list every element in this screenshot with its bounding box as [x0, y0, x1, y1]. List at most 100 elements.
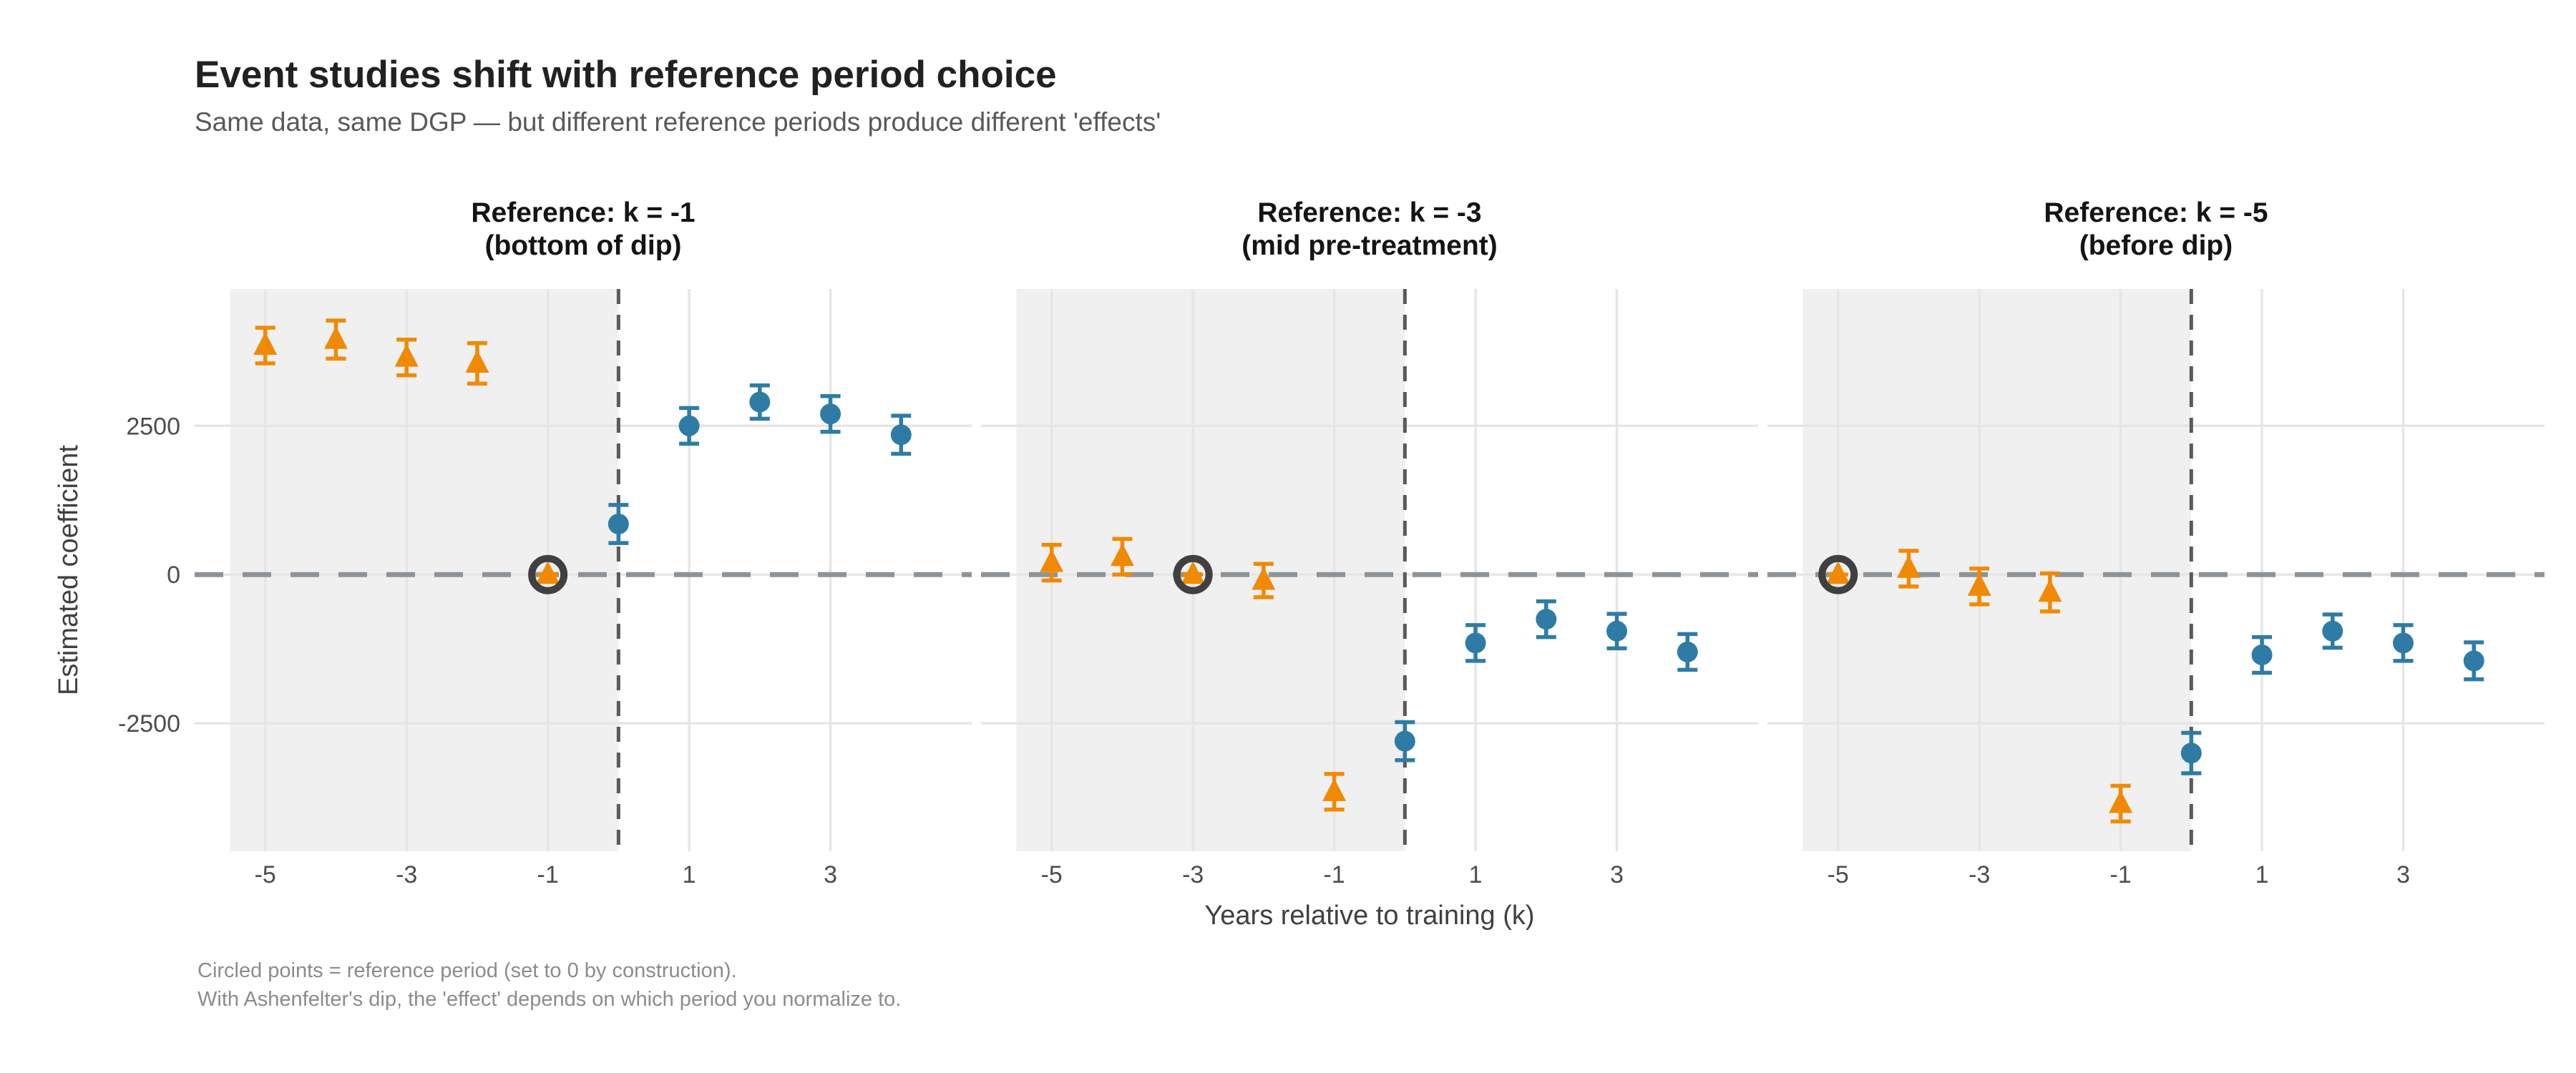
facet-title-line: Reference: k = -1	[471, 197, 695, 228]
facet-title-line: Reference: k = -3	[1257, 197, 1481, 228]
post-period-circle-marker	[2463, 650, 2484, 672]
data-point	[1677, 632, 1698, 672]
reference-period-ring	[1173, 554, 1213, 594]
x-axis-title: Years relative to training (k)	[1204, 901, 1534, 931]
post-period-circle-marker	[1677, 641, 1698, 662]
data-point	[1818, 554, 1858, 594]
facet-panel: Reference: k = -3(mid pre-treatment) -5 -3…	[981, 197, 1758, 888]
pre-period-triangle-marker	[253, 332, 278, 356]
post-period-circle-marker	[2322, 620, 2343, 642]
post-period-circle-marker	[1536, 609, 1557, 630]
chart-subtitle: Same data, same DGP — but different refe…	[195, 107, 1161, 137]
pre-period-triangle-marker	[465, 349, 489, 373]
pre-period-triangle-marker	[1110, 543, 1134, 567]
post-period-circle-marker	[749, 391, 771, 413]
data-point	[1252, 562, 1276, 599]
y-tick-label: 2500	[126, 413, 180, 440]
post-period-circle-marker	[2180, 743, 2202, 764]
post-period-circle-marker	[820, 403, 841, 425]
pre-period-triangle-marker	[2038, 579, 2062, 602]
data-point	[2180, 730, 2202, 775]
x-tick-label: 3	[1610, 861, 1624, 888]
data-point	[1394, 720, 1415, 763]
facet-title-line: (before dip)	[2079, 230, 2233, 261]
data-point	[2463, 640, 2484, 682]
pre-period-triangle-marker	[1896, 554, 1921, 578]
pre-period-triangle-marker	[1826, 561, 1850, 584]
x-tick-label: 3	[2396, 861, 2410, 888]
x-tick-label: -1	[1324, 861, 1345, 888]
caption-line-1: Circled points = reference period (set t…	[197, 959, 737, 982]
post-period-circle-marker	[1465, 632, 1486, 654]
facet-title-line: Reference: k = -5	[2044, 197, 2268, 228]
data-point	[820, 393, 841, 434]
data-point	[465, 340, 489, 386]
pre-period-triangle-marker	[536, 561, 560, 584]
x-tick-label: 3	[824, 861, 837, 888]
pre-period-triangle-marker	[2109, 790, 2133, 813]
post-period-circle-marker	[890, 424, 912, 446]
post-period-circle-marker	[678, 415, 700, 436]
data-point	[890, 413, 912, 456]
post-period-circle-marker	[1394, 730, 1415, 752]
x-tick-label: -5	[1041, 861, 1063, 888]
reference-period-ring	[528, 554, 568, 594]
data-point	[2109, 783, 2133, 824]
pre-period-triangle-marker	[1252, 567, 1276, 590]
post-period-circle-marker	[2251, 645, 2273, 666]
x-tick-label: 1	[1469, 861, 1483, 888]
pretreatment-shade-region	[1802, 289, 2192, 851]
y-axis-title: Estimated coefficient	[54, 445, 84, 695]
data-point	[528, 554, 568, 594]
data-point	[1322, 772, 1347, 812]
facet-title-line: (bottom of dip)	[484, 230, 681, 261]
x-tick-label: -1	[537, 861, 559, 888]
data-point	[394, 337, 419, 378]
chart-title: Event studies shift with reference perio…	[195, 54, 1057, 96]
pre-period-triangle-marker	[1181, 561, 1205, 584]
data-point	[1606, 612, 1628, 651]
x-tick-label: -3	[396, 861, 417, 888]
pre-period-triangle-marker	[323, 325, 348, 349]
pre-period-triangle-marker	[1040, 549, 1064, 572]
facet-title-line: (mid pre-treatment)	[1241, 230, 1498, 261]
pretreatment-shade-region	[230, 289, 619, 851]
post-period-circle-marker	[1606, 620, 1628, 642]
pre-period-triangle-marker	[1322, 778, 1347, 801]
data-point	[749, 383, 771, 421]
data-point	[1110, 536, 1134, 577]
pre-period-triangle-marker	[1967, 572, 1991, 596]
post-period-circle-marker	[608, 514, 629, 535]
y-tick-label: -2500	[118, 710, 180, 738]
data-point	[678, 406, 700, 446]
y-tick-label: 0	[167, 562, 180, 589]
facet-panel: Reference: k = -1(bottom of dip) -5 -3 -1 1 3…	[118, 197, 972, 888]
data-point	[2322, 612, 2343, 650]
caption-line-2: With Ashenfelter's dip, the 'effect' dep…	[197, 988, 901, 1011]
data-point	[253, 325, 278, 366]
data-point	[1896, 549, 1921, 589]
panels-group: Reference: k = -1(bottom of dip) -5 -3 -1 1 3…	[118, 197, 2545, 888]
x-tick-label: -3	[1968, 861, 1990, 888]
data-point	[1173, 554, 1213, 594]
data-point	[608, 503, 629, 545]
data-point	[2393, 623, 2414, 663]
x-tick-label: -3	[1182, 861, 1204, 888]
reference-period-ring	[1818, 554, 1858, 594]
x-tick-label: 1	[2255, 861, 2269, 888]
data-point	[323, 318, 348, 361]
data-point	[2038, 571, 2062, 614]
x-tick-label: -1	[2110, 861, 2132, 888]
post-period-circle-marker	[2393, 632, 2414, 654]
x-tick-label: 1	[683, 861, 696, 888]
data-point	[1465, 623, 1486, 663]
facet-panel: Reference: k = -5(before dip) -5 -3 -1 1 3	[1767, 197, 2545, 888]
data-point	[1536, 599, 1557, 640]
pre-period-triangle-marker	[394, 343, 419, 367]
x-tick-label: -5	[1828, 861, 1849, 888]
data-point	[2251, 635, 2273, 675]
data-point	[1967, 567, 1991, 607]
data-point	[1040, 542, 1064, 583]
